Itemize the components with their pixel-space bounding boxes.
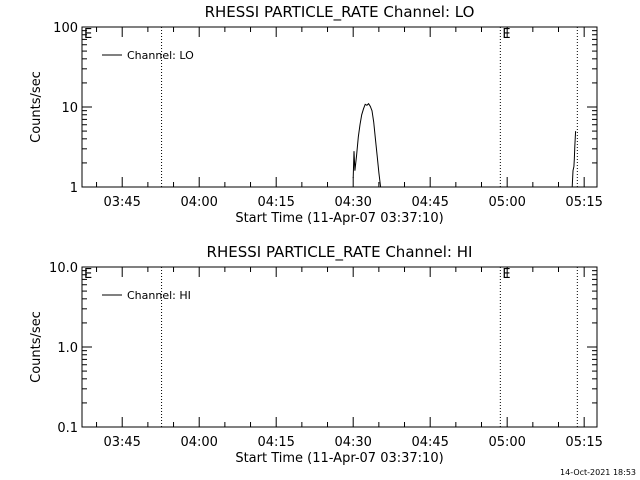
corner-label: E <box>84 267 92 282</box>
event-marker-label: E <box>502 267 510 282</box>
y-axis-label: Counts/sec <box>29 71 44 143</box>
x-tick-label: 04:30 <box>334 435 371 450</box>
y-tick-label: 10.0 <box>49 261 78 276</box>
y-tick-label: 1 <box>70 181 78 196</box>
x-tick-label: 04:45 <box>411 195 448 210</box>
legend-label: Channel: LO <box>127 49 194 62</box>
x-tick-label: 04:15 <box>257 435 294 450</box>
x-axis-label: Start Time (11-Apr-07 03:37:10) <box>235 451 443 466</box>
x-tick-label: 04:45 <box>411 435 448 450</box>
x-tick-label: 03:45 <box>103 435 140 450</box>
chart-title: RHESSI PARTICLE_RATE Channel: HI <box>207 243 473 262</box>
x-tick-label: 04:00 <box>180 195 217 210</box>
x-tick-label: 04:30 <box>334 195 371 210</box>
x-tick-label: 04:00 <box>180 435 217 450</box>
x-axis-label: Start Time (11-Apr-07 03:37:10) <box>235 211 443 226</box>
event-marker-label: E <box>502 27 510 42</box>
y-tick-label: 100 <box>53 21 78 36</box>
corner-label: E <box>84 27 92 42</box>
x-tick-label: 05:00 <box>488 195 525 210</box>
x-tick-label: 04:15 <box>257 195 294 210</box>
legend-label: Channel: HI <box>127 289 191 302</box>
x-tick-label: 05:00 <box>488 435 525 450</box>
chart-title: RHESSI PARTICLE_RATE Channel: LO <box>205 3 475 22</box>
series-line <box>571 131 577 188</box>
x-tick-label: 03:45 <box>103 195 140 210</box>
timestamp: 14-Oct-2021 18:53 <box>560 468 636 477</box>
y-tick-label: 10 <box>61 101 78 116</box>
x-tick-label: 05:15 <box>565 195 602 210</box>
x-tick-label: 05:15 <box>565 435 602 450</box>
y-axis-label: Counts/sec <box>29 311 44 383</box>
series-line <box>352 102 382 188</box>
y-tick-label: 1.0 <box>57 341 78 356</box>
y-tick-label: 0.1 <box>57 421 78 436</box>
